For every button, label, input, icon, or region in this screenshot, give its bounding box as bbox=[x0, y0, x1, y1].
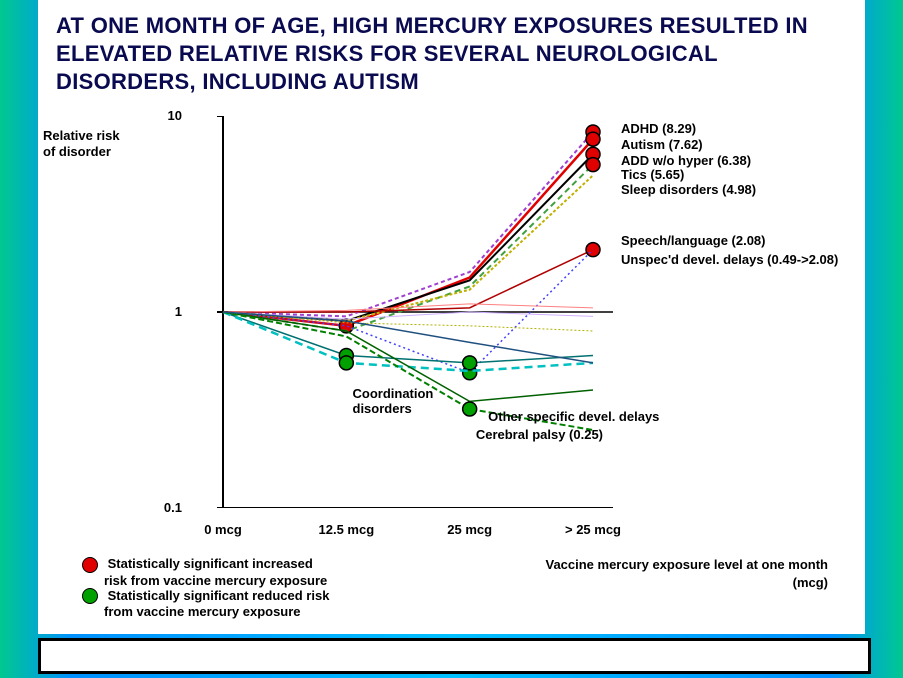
series-Sleep bbox=[223, 175, 593, 321]
y-tick-10: 10 bbox=[158, 108, 182, 123]
y-tick-0.1: 0.1 bbox=[158, 500, 182, 515]
series-ADD bbox=[223, 154, 593, 321]
chart-title: AT ONE MONTH OF AGE, HIGH MERCURY EXPOSU… bbox=[56, 12, 836, 96]
red-dot-icon bbox=[82, 557, 98, 573]
label-Unspec: Unspec'd devel. delays (0.49->2.08) bbox=[621, 252, 838, 267]
end-marker-Tics bbox=[586, 158, 600, 172]
x-tick-0: 0 mcg bbox=[188, 522, 258, 537]
y-axis-label: Relative risk of disorder bbox=[43, 128, 120, 160]
ylabel-line2: of disorder bbox=[43, 144, 111, 159]
label-Sleep: Sleep disorders (4.98) bbox=[621, 182, 756, 197]
green-dot-icon bbox=[82, 588, 98, 604]
label-ADD: ADD w/o hyper (6.38) bbox=[621, 153, 751, 168]
caption-bar bbox=[38, 638, 871, 674]
label-Tics: Tics (5.65) bbox=[621, 167, 684, 182]
series-Aux4 bbox=[223, 312, 593, 363]
legend: Statistically significant increased risk… bbox=[82, 556, 329, 619]
marker-Coord-2 bbox=[463, 356, 477, 370]
label-Autism: Autism (7.62) bbox=[621, 137, 703, 152]
ylabel-line1: Relative risk bbox=[43, 128, 120, 143]
x-tick-1: 12.5 mcg bbox=[311, 522, 381, 537]
chart-panel: AT ONE MONTH OF AGE, HIGH MERCURY EXPOSU… bbox=[38, 0, 865, 634]
inner-label-Cerebral: Cerebral palsy (0.25) bbox=[476, 427, 603, 442]
legend-red-row: Statistically significant increased bbox=[82, 556, 329, 573]
legend-green-text: Statistically significant reduced risk bbox=[108, 588, 330, 603]
x-tick-2: 25 mcg bbox=[435, 522, 505, 537]
x-tick-3: > 25 mcg bbox=[558, 522, 628, 537]
xlabel-line2: (mcg) bbox=[793, 575, 828, 590]
marker-Coord2-1 bbox=[339, 356, 353, 370]
series-Autism bbox=[223, 139, 593, 326]
slide-frame: AT ONE MONTH OF AGE, HIGH MERCURY EXPOSU… bbox=[0, 0, 903, 678]
legend-red-row2: risk from vaccine mercury exposure bbox=[104, 573, 329, 588]
y-tick-1: 1 bbox=[158, 304, 182, 319]
xlabel-line1: Vaccine mercury exposure level at one mo… bbox=[545, 557, 828, 572]
end-marker-Autism bbox=[586, 132, 600, 146]
legend-green-row2: from vaccine mercury exposure bbox=[104, 604, 329, 619]
label-ADHD: ADHD (8.29) bbox=[621, 121, 696, 136]
x-axis-label: Vaccine mercury exposure level at one mo… bbox=[408, 556, 828, 592]
series-ADHD bbox=[223, 132, 593, 316]
inner-label-OtherDev: Other specific devel. delays bbox=[488, 409, 659, 424]
marker-Cerebral-2 bbox=[463, 402, 477, 416]
label-Speech: Speech/language (2.08) bbox=[621, 233, 766, 248]
line-chart bbox=[183, 116, 613, 508]
legend-red-text: Statistically significant increased bbox=[108, 556, 313, 571]
legend-green-row: Statistically significant reduced risk bbox=[82, 588, 329, 605]
inner-label-Coord: Coordinationdisorders bbox=[353, 386, 434, 416]
series-Coord bbox=[223, 312, 593, 363]
